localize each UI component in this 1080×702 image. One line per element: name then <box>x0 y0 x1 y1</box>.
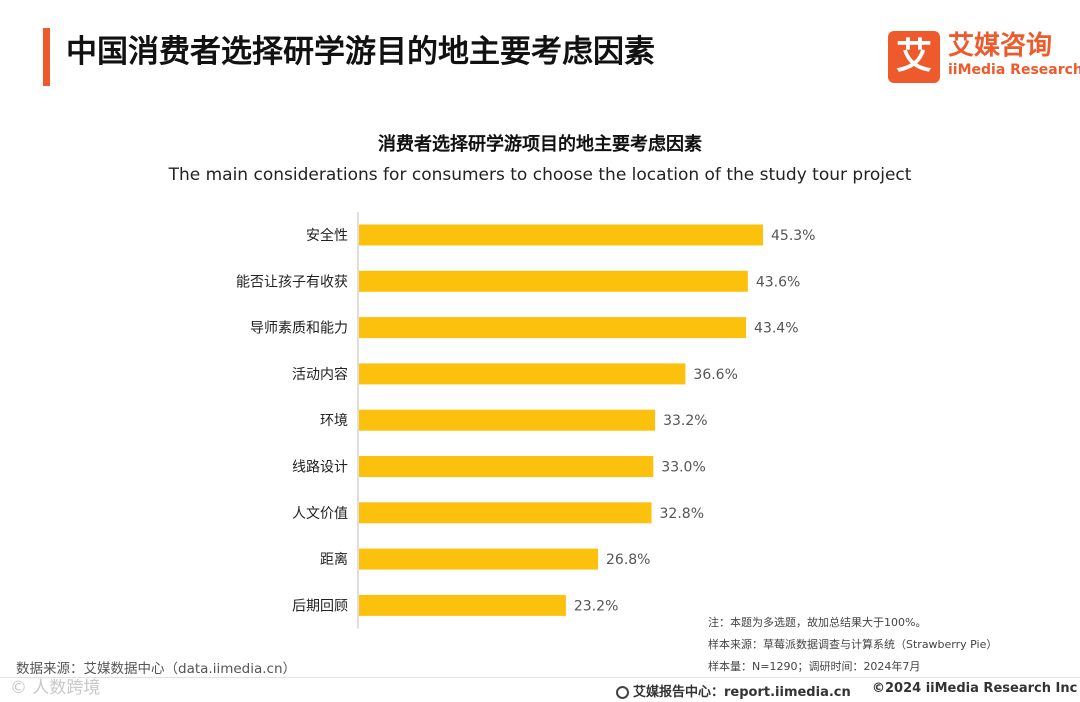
category-label-5: 线路设计 <box>292 460 348 476</box>
bar-8 <box>359 594 566 616</box>
category-label-8: 后期回顾 <box>292 598 348 614</box>
value-label-0: 45.3% <box>771 228 815 244</box>
footer-divider <box>0 677 1080 678</box>
chart-notes: 注：本题为多选题，故加总结果大于100%。 样本来源：草莓派数据调查与计算系统（… <box>708 612 997 678</box>
chart-title: 消费者选择研学游项目的地主要考虑因素 <box>378 134 702 155</box>
watermark: © 人数跨境 <box>10 678 101 698</box>
value-label-3: 36.6% <box>693 367 737 383</box>
category-label-6: 人文价值 <box>292 506 348 522</box>
category-label-7: 距离 <box>320 551 348 568</box>
value-label-2: 43.4% <box>754 321 798 337</box>
bar-6 <box>359 502 652 524</box>
bar-4 <box>359 409 656 431</box>
value-label-7: 26.8% <box>606 552 650 568</box>
chart-subtitle: The main considerations for consumers to… <box>168 165 912 185</box>
value-label-4: 33.2% <box>663 413 707 429</box>
category-label-1: 能否让孩子有收获 <box>236 274 348 290</box>
footer-copyright: ©2024 iiMedia Research Inc <box>872 681 1078 696</box>
note-sample-source: 样本来源：草莓派数据调查与计算系统（Strawberry Pie） <box>708 638 998 651</box>
value-label-8: 23.2% <box>574 598 618 614</box>
report-center-link[interactable]: 艾媒报告中心：report.iimedia.cn <box>633 685 851 700</box>
category-label-0: 安全性 <box>306 227 348 244</box>
bar-5 <box>359 456 654 477</box>
category-label-3: 活动内容 <box>292 366 348 383</box>
category-label-2: 导师素质和能力 <box>250 321 348 337</box>
footer-report-center: 艾媒报告中心：report.iimedia.cn <box>616 681 851 700</box>
logo-en-text: iiMedia Research <box>948 62 1080 78</box>
logo-cn-text: 艾媒咨询 <box>948 31 1053 61</box>
note-sample-size: 样本量：N=1290；调研时间：2024年7月 <box>708 660 921 673</box>
data-source: 数据来源：艾媒数据中心（data.iimedia.cn） <box>16 661 297 677</box>
iimedia-logo: 艾 艾媒咨询 iiMedia Research <box>888 31 1080 83</box>
category-label-4: 环境 <box>320 413 348 429</box>
bar-1 <box>359 270 748 292</box>
value-label-5: 33.0% <box>661 460 705 476</box>
bar-7 <box>359 548 599 570</box>
title-accent-bar <box>43 28 50 86</box>
page-title: 中国消费者选择研学游目的地主要考虑因素 <box>66 34 655 70</box>
bar-0 <box>359 224 763 246</box>
bar-2 <box>359 317 747 339</box>
globe-icon <box>616 686 629 699</box>
note-multi-select: 注：本题为多选题，故加总结果大于100%。 <box>708 616 927 629</box>
bar-3 <box>359 363 686 385</box>
value-label-6: 32.8% <box>660 506 704 522</box>
value-label-1: 43.6% <box>756 274 800 290</box>
logo-mark-icon: 艾 <box>888 31 940 83</box>
